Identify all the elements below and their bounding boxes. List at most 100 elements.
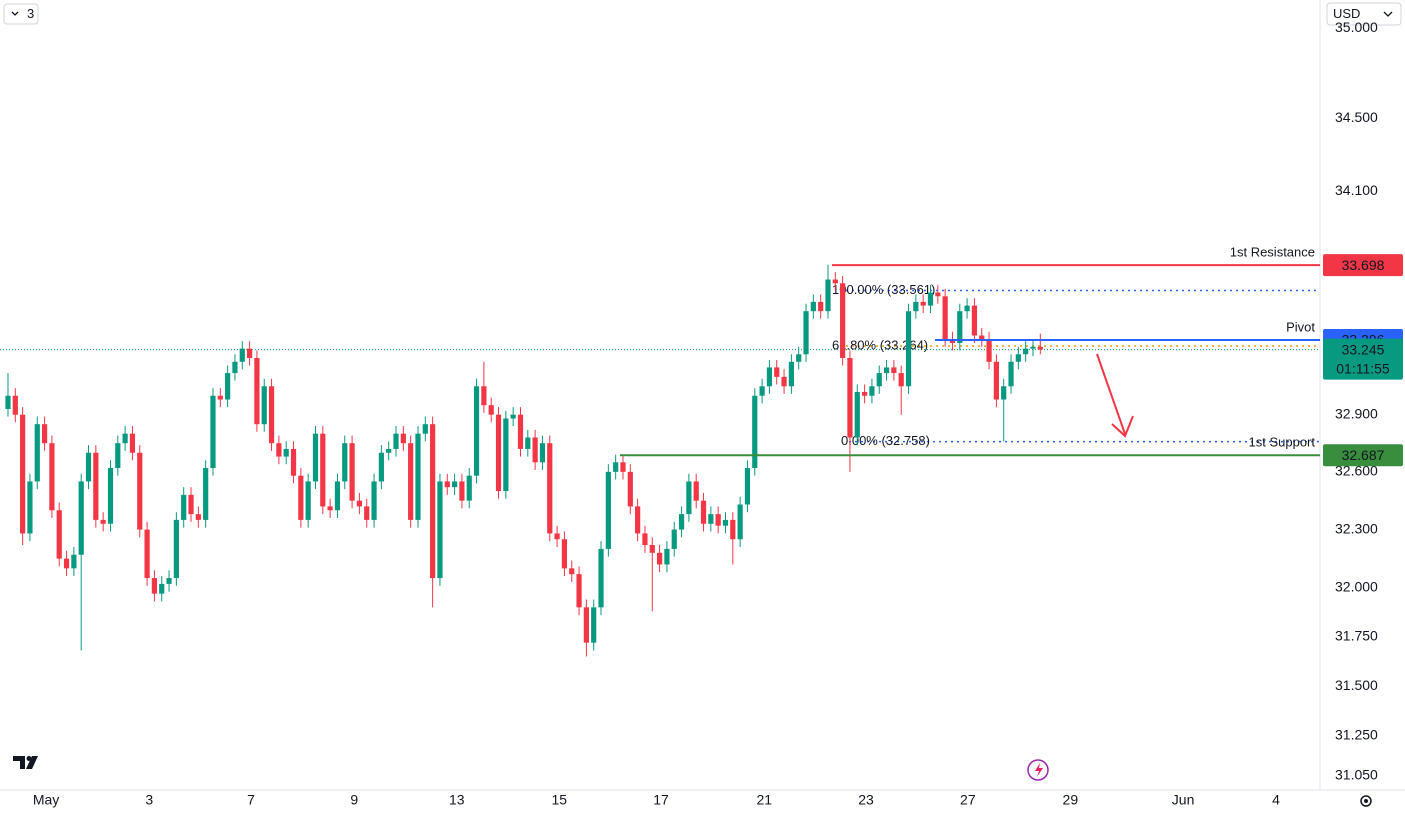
candle-body	[203, 468, 209, 520]
candle-body	[920, 301, 926, 306]
currency: USD	[1333, 6, 1360, 21]
candle-body	[627, 471, 633, 507]
candle-body	[217, 395, 223, 400]
candle-body	[825, 279, 831, 312]
candle-body	[561, 539, 568, 569]
settings-icon[interactable]	[1360, 795, 1372, 807]
candle-body	[151, 578, 158, 594]
candle-body	[246, 348, 253, 359]
candle-body	[730, 519, 736, 540]
candle-body	[810, 301, 816, 312]
candle-body	[898, 373, 904, 387]
x-tick-label: 21	[757, 792, 773, 808]
candle-body	[78, 481, 84, 555]
candle-body	[327, 506, 333, 511]
candle-body	[840, 283, 846, 359]
candle-body	[993, 361, 999, 400]
indicator-toggle[interactable]: 3	[3, 3, 39, 25]
candle-body	[430, 424, 436, 579]
plot: 100.00% (33.561) 61.80% (33.264) 0.00% (32…	[0, 264, 1320, 657]
candle-body	[137, 452, 143, 530]
candle-body	[656, 552, 663, 565]
candle-body	[862, 391, 868, 396]
y-tick-label: 32.900	[1335, 405, 1378, 421]
candle-body	[869, 386, 875, 396]
candle-body	[576, 574, 582, 608]
x-tick-label: 29	[1063, 792, 1079, 808]
candle-body	[356, 500, 363, 507]
candle-body	[803, 311, 809, 355]
fib-label: 100.00% (33.561)	[832, 282, 935, 297]
candle-body	[891, 367, 897, 374]
candle-body	[796, 354, 802, 362]
currency-select[interactable]: USD	[1326, 2, 1402, 26]
candle-body	[935, 292, 941, 297]
candle-body	[268, 386, 275, 444]
candle-body	[715, 514, 721, 526]
x-tick-label: 7	[247, 792, 255, 808]
candle-body	[20, 414, 26, 534]
candle-body	[788, 361, 794, 387]
level-name: 1st Support	[1249, 435, 1316, 450]
candle-body	[591, 607, 597, 643]
candle-body	[225, 373, 231, 400]
candle-body	[364, 506, 370, 520]
candle-body	[613, 462, 619, 472]
y-tick-label: 31.050	[1335, 767, 1378, 783]
candle-body	[459, 481, 465, 501]
candle-body	[12, 395, 18, 415]
candle-body	[927, 292, 934, 306]
fib-label: 61.80% (33.264)	[832, 337, 928, 352]
candle-body	[107, 468, 114, 524]
candle-body	[305, 481, 311, 520]
candle-body	[415, 433, 421, 520]
candle-body	[71, 554, 77, 569]
y-tick-label: 31.500	[1335, 677, 1378, 693]
candle-body	[598, 548, 604, 608]
level-value: 32.687	[1342, 447, 1385, 463]
candle-body	[298, 475, 304, 520]
candle-body	[495, 414, 502, 492]
y-tick-label: 31.250	[1335, 727, 1378, 743]
candle-body	[320, 433, 326, 507]
y-tick-label: 32.000	[1335, 579, 1378, 595]
level-tag	[1323, 444, 1403, 467]
candle-body	[49, 443, 55, 511]
countdown: 01:11:55	[1336, 360, 1390, 376]
candle-body	[532, 437, 538, 463]
candle-body	[635, 506, 641, 534]
y-tick-label: 32.300	[1335, 520, 1378, 536]
candle-body	[759, 386, 765, 396]
candle-body	[876, 373, 882, 387]
x-tick-label: Jun	[1172, 792, 1195, 808]
candle-body	[583, 607, 589, 643]
candle-body	[979, 335, 985, 340]
bolt-icon[interactable]	[1027, 759, 1049, 781]
candle-body	[686, 481, 692, 515]
candle-body	[166, 578, 172, 584]
candle-body	[986, 339, 992, 362]
candle-body	[466, 475, 472, 501]
candle-body	[63, 558, 70, 569]
candle-body	[283, 448, 289, 457]
candle-body	[254, 358, 260, 425]
candle-body	[173, 519, 179, 579]
candle-body	[115, 443, 121, 469]
candle-body	[971, 305, 978, 336]
candle-body	[671, 529, 677, 549]
candle-body	[554, 533, 560, 540]
candle-body	[451, 481, 458, 488]
x-tick-label: 3	[145, 792, 153, 808]
candle-body	[371, 481, 377, 520]
candle-body	[342, 443, 348, 482]
candle-body	[56, 510, 62, 559]
candle-body	[547, 443, 553, 534]
logo	[13, 756, 38, 769]
candle-body	[832, 279, 838, 284]
candle-body	[503, 418, 509, 492]
y-tick-label: 31.750	[1335, 627, 1378, 643]
candle-body	[517, 414, 524, 449]
candle-body	[378, 452, 384, 482]
